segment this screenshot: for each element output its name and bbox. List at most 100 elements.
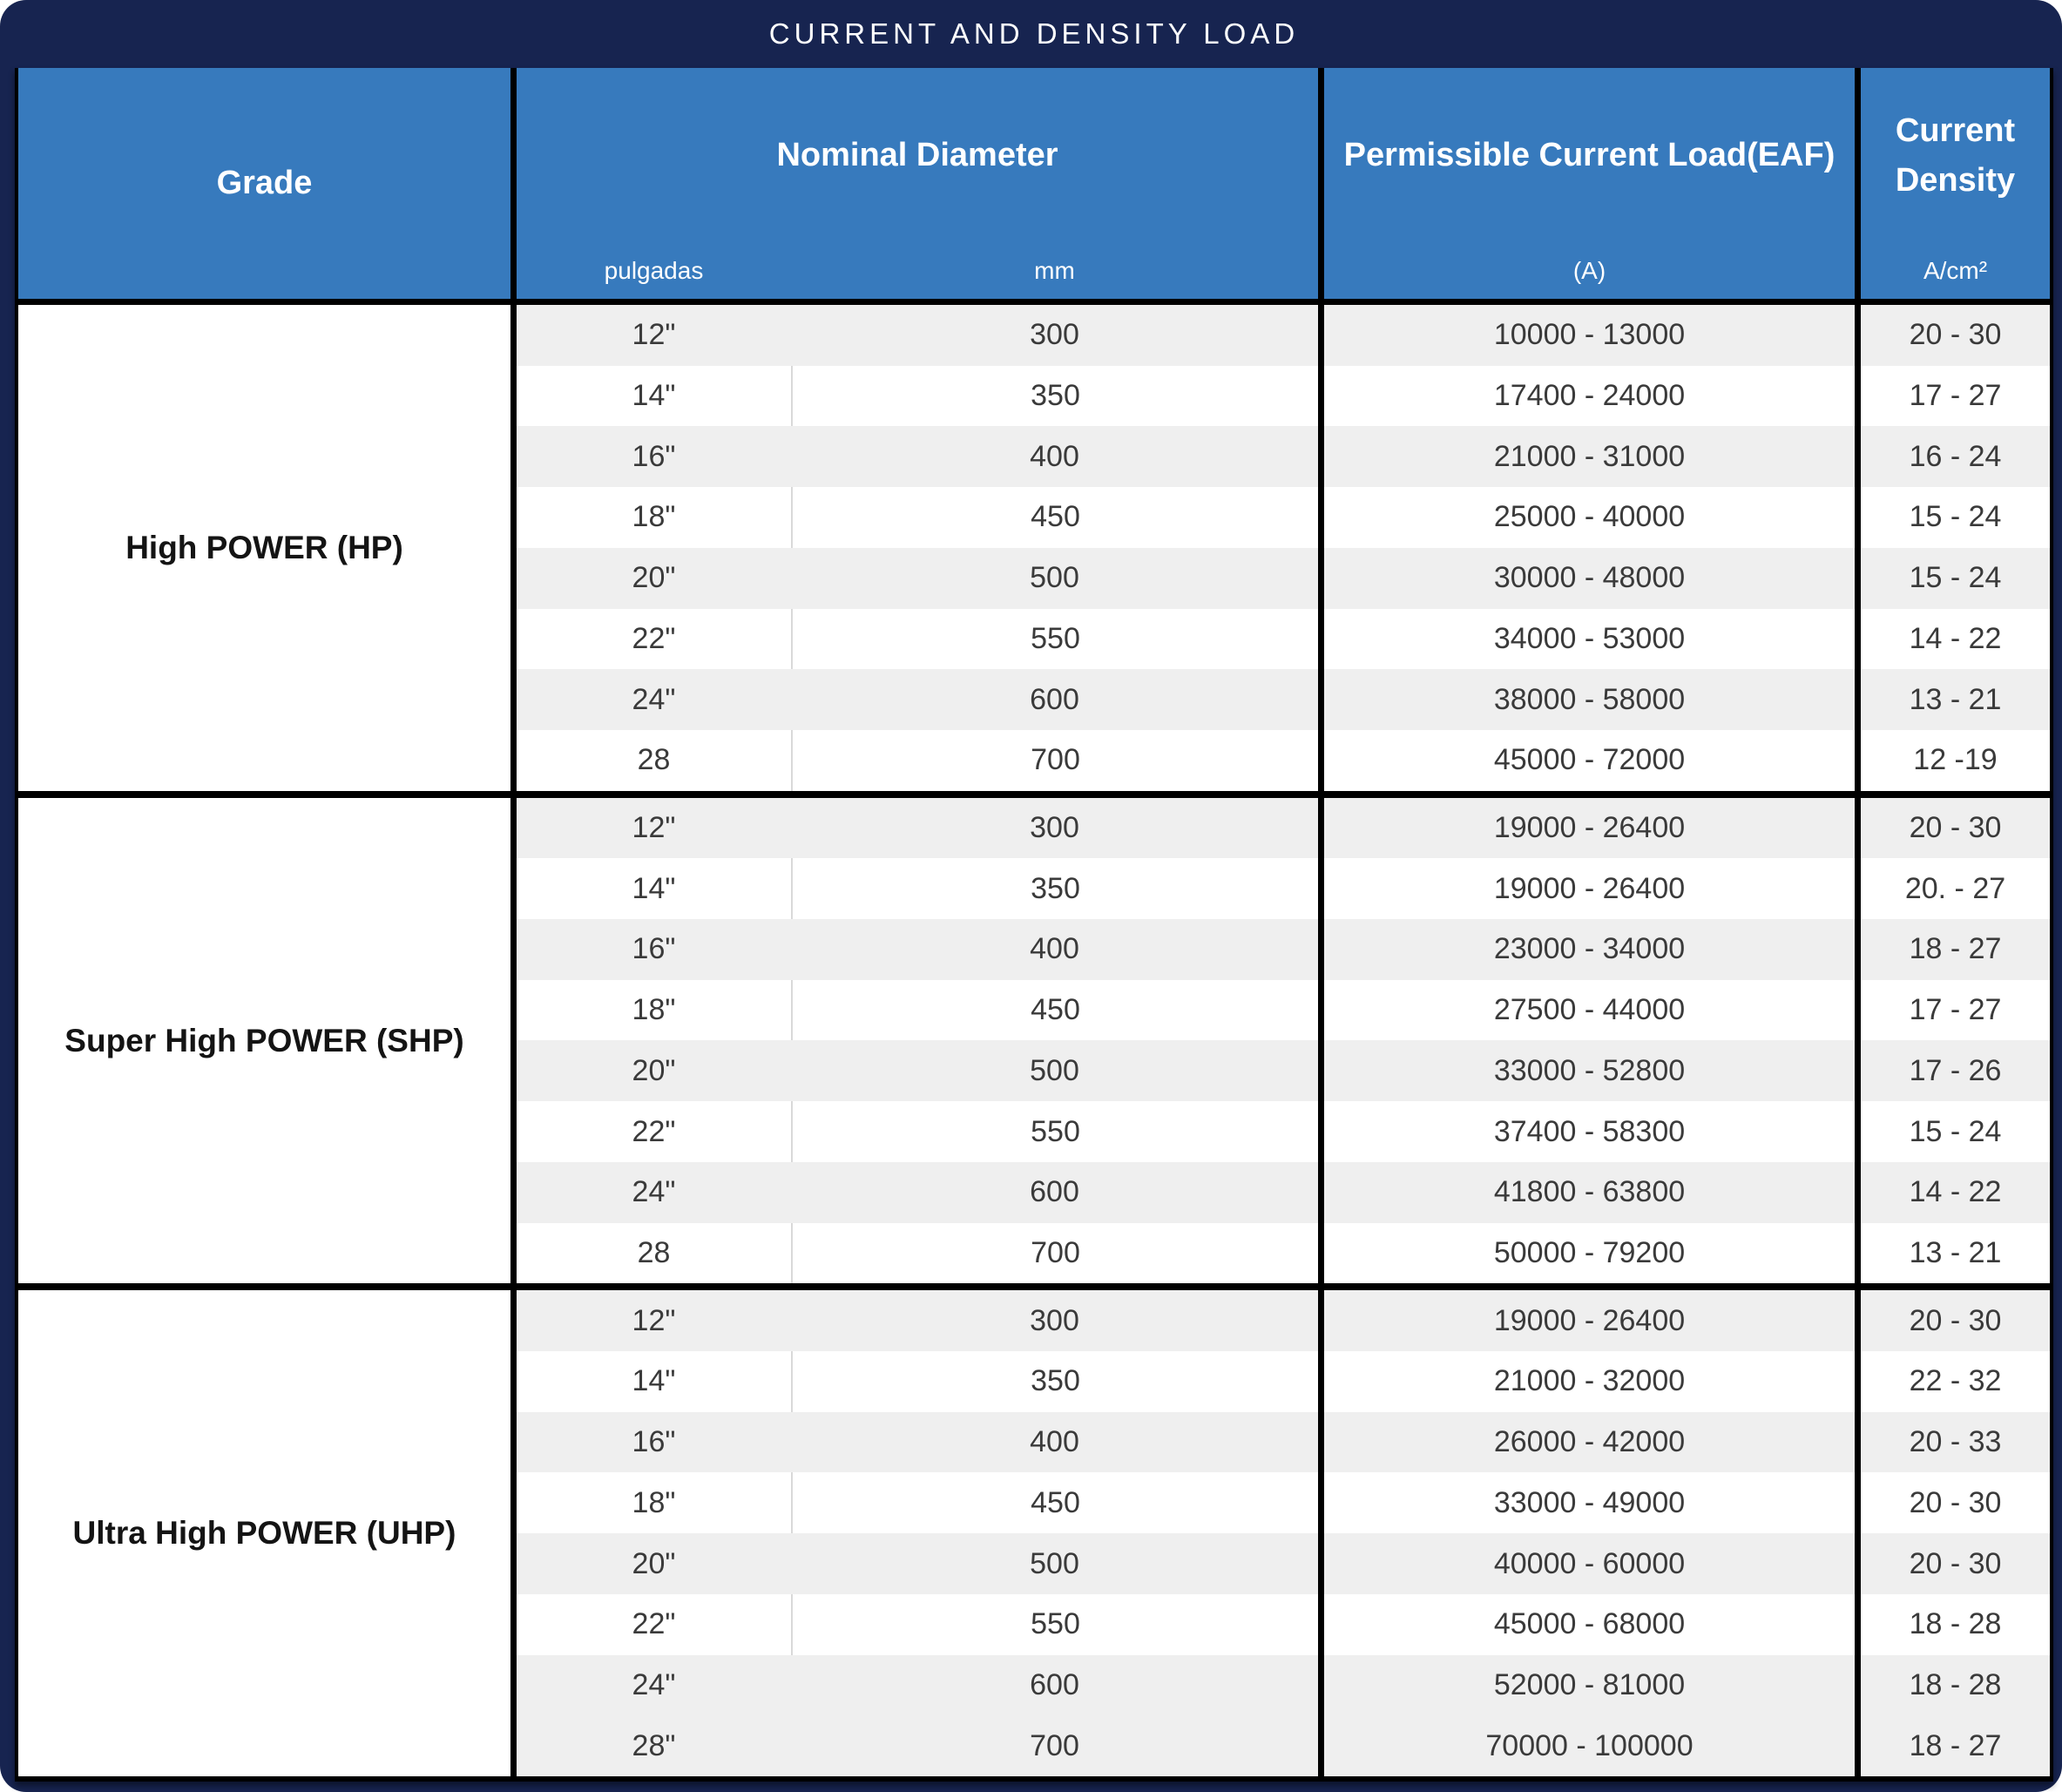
cell-pulgadas: 20" xyxy=(517,1040,791,1102)
table-row: 20" 500 40000 - 60000 20 - 30 xyxy=(517,1533,2050,1594)
header-nominal-label: Nominal Diameter xyxy=(776,137,1058,173)
cell-pulgadas: 28" xyxy=(517,1715,791,1776)
grade-label: High POWER (HP) xyxy=(125,529,403,565)
cell-pulgadas: 18" xyxy=(517,979,791,1041)
cell-pulgadas: 28 xyxy=(517,1222,791,1284)
cell-current-density: 17 - 27 xyxy=(1861,365,2050,427)
table-row: 22" 550 45000 - 68000 18 - 28 xyxy=(517,1593,2050,1655)
table-row: 18" 450 27500 - 44000 17 - 27 xyxy=(517,979,2050,1041)
table-row: 18" 450 25000 - 40000 15 - 24 xyxy=(517,487,2050,548)
cell-permissible-load: 45000 - 68000 xyxy=(1324,1593,1855,1655)
cell-pulgadas: 22" xyxy=(517,1101,791,1162)
cell-mm: 550 xyxy=(791,1101,1318,1162)
header-grade: Grade xyxy=(18,68,510,299)
cell-pulgadas: 12" xyxy=(517,797,791,859)
grade-label: Super High POWER (SHP) xyxy=(64,1022,464,1058)
cell-mm: 450 xyxy=(791,979,1318,1041)
cell-current-density: 12 -19 xyxy=(1861,729,2050,791)
group-rows: 12" 300 19000 - 26400 20 - 30 14" 350 21000 - … xyxy=(517,1290,2050,1776)
grade-cell: High POWER (HP) xyxy=(18,305,510,791)
cell-permissible-load: 19000 - 26400 xyxy=(1324,797,1855,859)
cell-pulgadas: 22" xyxy=(517,1593,791,1655)
cell-current-density: 22 - 32 xyxy=(1861,1351,2050,1412)
table-row: 22" 550 37400 - 58300 15 - 24 xyxy=(517,1101,2050,1162)
cell-permissible-load: 27500 - 44000 xyxy=(1324,979,1855,1041)
table-row: 16" 400 23000 - 34000 18 - 27 xyxy=(517,919,2050,980)
grade-group: High POWER (HP) 12" 300 10000 - 13000 20 - 3… xyxy=(18,305,2050,791)
cell-mm: 550 xyxy=(791,608,1318,670)
header-load-line1: Permissible Current Load xyxy=(1343,137,1748,173)
cell-permissible-load: 40000 - 60000 xyxy=(1324,1533,1855,1594)
cell-current-density: 18 - 28 xyxy=(1861,1654,2050,1716)
table-row: 20" 500 30000 - 48000 15 - 24 xyxy=(517,547,2050,609)
cell-pulgadas: 24" xyxy=(517,1161,791,1223)
header-current-density: Current Density A/cm² xyxy=(1861,68,2050,299)
grade-cell: Super High POWER (SHP) xyxy=(18,797,510,1284)
header-load-unit-row: (A) xyxy=(1324,243,1855,299)
cell-pulgadas: 18" xyxy=(517,1472,791,1534)
cell-mm: 300 xyxy=(791,797,1318,859)
cell-permissible-load: 33000 - 49000 xyxy=(1324,1472,1855,1534)
header-body-separator xyxy=(18,299,2050,305)
cell-mm: 350 xyxy=(791,1351,1318,1412)
cell-pulgadas: 16" xyxy=(517,426,791,488)
cell-mm: 500 xyxy=(791,1533,1318,1594)
cell-mm: 550 xyxy=(791,1593,1318,1655)
cell-pulgadas: 14" xyxy=(517,1351,791,1412)
cell-mm: 400 xyxy=(791,919,1318,980)
cell-permissible-load: 10000 - 13000 xyxy=(1324,305,1855,366)
cell-mm: 600 xyxy=(791,669,1318,730)
cell-current-density: 16 - 24 xyxy=(1861,426,2050,488)
cell-mm: 700 xyxy=(791,1222,1318,1284)
cell-permissible-load: 17400 - 24000 xyxy=(1324,365,1855,427)
cell-mm: 600 xyxy=(791,1654,1318,1716)
header-unit-amperes: (A) xyxy=(1572,257,1606,284)
current-density-table: Grade Nominal Diameter pulgadas mm Permi… xyxy=(15,68,2053,1782)
header-unit-mm: mm xyxy=(1034,257,1075,284)
cell-current-density: 15 - 24 xyxy=(1861,547,2050,609)
cell-current-density: 18 - 27 xyxy=(1861,919,2050,980)
cell-pulgadas: 20" xyxy=(517,1533,791,1594)
table-body: High POWER (HP) 12" 300 10000 - 13000 20 - 3… xyxy=(18,305,2050,1777)
cell-permissible-load: 52000 - 81000 xyxy=(1324,1654,1855,1716)
cell-pulgadas: 16" xyxy=(517,919,791,980)
grade-group: Ultra High POWER (UHP) 12" 300 19000 - 2640… xyxy=(18,1290,2050,1777)
page-title: CURRENT AND DENSITY LOAD xyxy=(768,17,1300,50)
cell-permissible-load: 25000 - 40000 xyxy=(1324,487,1855,548)
group-rows: 12" 300 10000 - 13000 20 - 30 14" 350 17400 - … xyxy=(517,305,2050,791)
table-row: 16" 400 26000 - 42000 20 - 33 xyxy=(517,1411,2050,1473)
cell-permissible-load: 21000 - 32000 xyxy=(1324,1351,1855,1412)
table-row: 28 700 45000 - 72000 12 -19 xyxy=(517,729,2050,791)
cell-current-density: 20 - 30 xyxy=(1861,1290,2050,1352)
header-nominal-diameter: Nominal Diameter pulgadas mm xyxy=(517,68,1318,299)
table-row: 24" 600 38000 - 58000 13 - 21 xyxy=(517,669,2050,730)
cell-pulgadas: 18" xyxy=(517,487,791,548)
cell-permissible-load: 19000 - 26400 xyxy=(1324,1290,1855,1352)
grade-cell: Ultra High POWER (UHP) xyxy=(18,1290,510,1777)
cell-pulgadas: 12" xyxy=(517,305,791,366)
cell-permissible-load: 70000 - 100000 xyxy=(1324,1715,1855,1776)
cell-mm: 400 xyxy=(791,1411,1318,1473)
table-row: 20" 500 33000 - 52800 17 - 26 xyxy=(517,1040,2050,1102)
title-band: CURRENT AND DENSITY LOAD xyxy=(15,0,2053,68)
cell-permissible-load: 30000 - 48000 xyxy=(1324,547,1855,609)
cell-current-density: 15 - 24 xyxy=(1861,487,2050,548)
header-density-label: Current Density xyxy=(1895,112,2016,199)
table-row: 14" 350 17400 - 24000 17 - 27 xyxy=(517,365,2050,427)
cell-current-density: 20 - 30 xyxy=(1861,305,2050,366)
cell-mm: 400 xyxy=(791,426,1318,488)
cell-current-density: 20 - 30 xyxy=(1861,1472,2050,1534)
cell-pulgadas: 28 xyxy=(517,729,791,791)
table-row: 14" 350 19000 - 26400 20. - 27 xyxy=(517,858,2050,920)
cell-current-density: 20. - 27 xyxy=(1861,858,2050,920)
cell-current-density: 20 - 30 xyxy=(1861,1533,2050,1594)
cell-pulgadas: 16" xyxy=(517,1411,791,1473)
header-unit-pulgadas: pulgadas xyxy=(604,257,704,284)
cell-pulgadas: 14" xyxy=(517,858,791,920)
header-permissible-load: Permissible Current Load (EAF) (A) xyxy=(1324,68,1855,299)
cell-current-density: 20 - 33 xyxy=(1861,1411,2050,1473)
cell-pulgadas: 22" xyxy=(517,608,791,670)
grade-group: Super High POWER (SHP) 12" 300 19000 - 2640… xyxy=(18,797,2050,1284)
cell-permissible-load: 23000 - 34000 xyxy=(1324,919,1855,980)
